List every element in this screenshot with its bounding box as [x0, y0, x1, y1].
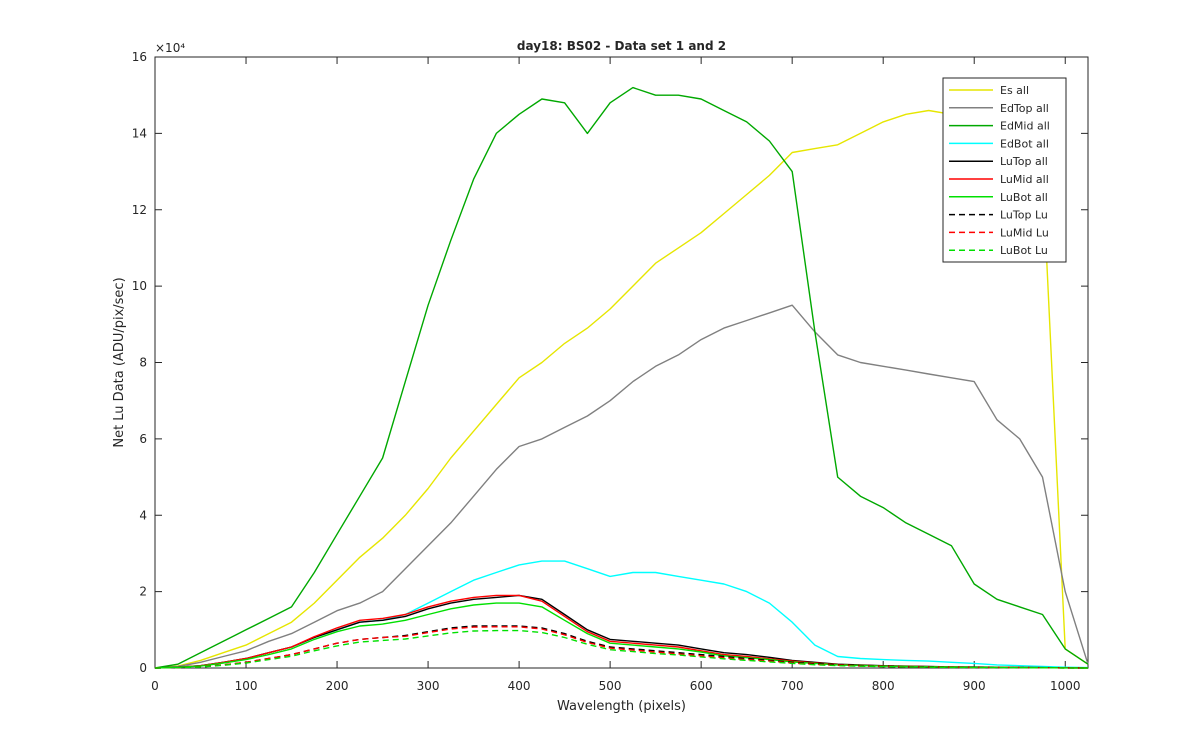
y-tick-label: 0: [139, 661, 147, 675]
legend-entry-label: LuTop Lu: [1000, 209, 1048, 222]
legend-entry-label: Es all: [1000, 84, 1029, 97]
y-tick-label: 12: [132, 203, 147, 217]
legend-box: [942, 77, 1067, 263]
legend-entry-label: EdTop all: [1000, 102, 1049, 115]
y-axis-exponent-label: ×10⁴: [155, 41, 185, 55]
chart-title: day18: BS02 - Data set 1 and 2: [517, 39, 726, 53]
series-line-lubot-lu: [154, 629, 1089, 669]
series-line-lubot-all: [154, 602, 1089, 669]
x-tick-label: 900: [963, 679, 986, 693]
legend-entry-label: LuBot all: [1000, 191, 1048, 204]
x-tick-label: 300: [417, 679, 440, 693]
x-tick-label: 0: [151, 679, 159, 693]
x-tick-label: 1000: [1050, 679, 1081, 693]
series-lines: [154, 86, 1089, 669]
x-tick-label: 800: [872, 679, 895, 693]
x-axis-label: Wavelength (pixels): [557, 699, 686, 714]
y-tick-label: 6: [139, 432, 147, 446]
y-tick-label: 2: [139, 585, 147, 599]
y-axis-ticks: 0 2 4 6 8 10 12 14 16: [132, 50, 1088, 675]
legend-entry-label: LuBot Lu: [1000, 244, 1048, 257]
series-line-edmid-all: [154, 86, 1089, 669]
series-line-edbot-all: [154, 560, 1089, 669]
legend-entry-label: LuMid all: [1000, 173, 1049, 186]
legend-entry-label: LuTop all: [1000, 155, 1048, 168]
y-tick-label: 10: [132, 279, 147, 293]
series-line-edtop-all: [154, 304, 1089, 669]
x-tick-label: 100: [235, 679, 258, 693]
x-tick-label: 400: [508, 679, 531, 693]
x-tick-label: 600: [690, 679, 713, 693]
x-tick-label: 200: [326, 679, 349, 693]
series-line-es-all: [154, 109, 1089, 669]
chart-legend: Es all EdTop all EdMid all EdBot all LuTop a…: [942, 77, 1067, 263]
legend-entry-label: EdBot all: [1000, 137, 1049, 150]
y-tick-label: 14: [132, 126, 147, 140]
x-tick-label: 700: [781, 679, 804, 693]
x-axis-ticks: 0 100 200 300 400 500 600 700 800 900 1000: [151, 57, 1081, 693]
y-tick-label: 16: [132, 50, 147, 64]
legend-entry-label: LuMid Lu: [1000, 226, 1049, 239]
x-tick-label: 500: [599, 679, 622, 693]
legend-entry-label: EdMid all: [1000, 120, 1050, 133]
y-tick-label: 8: [139, 356, 147, 370]
y-tick-label: 4: [139, 508, 147, 522]
y-axis-label: Net Lu Data (ADU/pix/sec): [112, 277, 127, 447]
